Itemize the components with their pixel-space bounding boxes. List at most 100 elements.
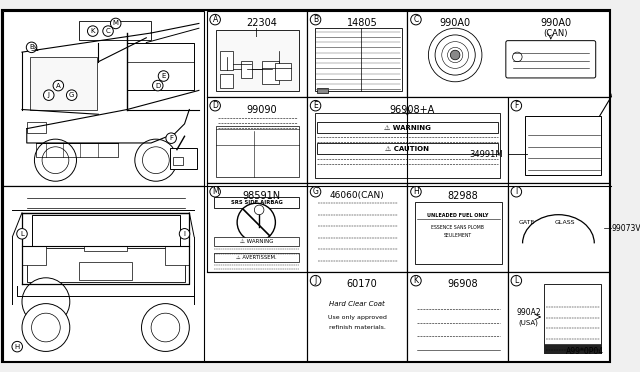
Text: B: B [29,44,34,50]
Bar [317,122,498,134]
Text: 96908: 96908 [447,279,477,289]
Circle shape [310,275,321,286]
Text: A: A [56,83,61,89]
Text: GLASS: GLASS [555,220,575,225]
Circle shape [447,47,463,62]
Circle shape [310,186,321,197]
Circle shape [143,147,169,174]
Text: ⚠ AVERTISSEM.: ⚠ AVERTISSEM. [236,255,277,260]
Text: H: H [15,344,20,350]
Text: B: B [313,15,318,24]
FancyBboxPatch shape [506,41,596,78]
Text: ESSENCE SANS PLOMB: ESSENCE SANS PLOMB [431,225,484,230]
Circle shape [31,313,60,342]
Text: A: A [212,15,218,24]
Bar [508,272,609,361]
Text: (USA): (USA) [519,320,539,326]
Bar [407,11,609,97]
Text: C: C [106,28,111,34]
Text: Hard Clear Coat: Hard Clear Coat [329,301,385,307]
Text: F: F [169,135,173,141]
Bar [307,272,407,361]
Text: K: K [413,276,419,285]
Bar [214,253,300,263]
Text: M: M [113,20,118,26]
Circle shape [111,18,121,29]
Bar [220,51,234,70]
Bar [525,116,602,176]
Circle shape [151,313,180,342]
Circle shape [53,80,63,91]
Text: 46060(CAN): 46060(CAN) [330,191,385,200]
Bar [315,28,402,92]
Circle shape [67,90,77,100]
Circle shape [141,304,189,352]
Text: M: M [212,187,218,196]
Bar [508,97,609,183]
Text: D: D [155,83,161,89]
Bar [27,122,46,134]
Text: E: E [161,73,166,79]
Text: ⚠ WARNING: ⚠ WARNING [240,239,273,244]
Text: UNLEADED FUEL ONLY: UNLEADED FUEL ONLY [427,213,488,218]
Bar [307,183,407,272]
Circle shape [254,205,264,215]
Bar [84,246,127,251]
Text: refinish materials.: refinish materials. [329,325,385,330]
Circle shape [158,71,169,81]
Text: SEULEMENT: SEULEMENT [444,233,472,238]
Bar [275,62,291,80]
Circle shape [210,15,220,25]
Circle shape [152,80,163,91]
Text: 990A0: 990A0 [440,19,470,28]
Bar [241,61,252,78]
Text: E: E [313,101,318,110]
Bar [214,196,300,208]
Bar [27,248,184,282]
Bar [315,113,500,178]
Bar [29,57,97,109]
Text: 60170: 60170 [346,279,378,289]
Text: 99090: 99090 [246,105,277,115]
Bar [407,183,508,272]
Bar [544,344,602,353]
Bar [317,143,498,154]
Bar [216,30,300,92]
Circle shape [179,228,190,239]
Text: |: | [255,28,258,36]
Text: D: D [212,101,218,110]
Circle shape [237,203,275,241]
Text: I: I [184,231,186,237]
Bar [22,246,46,265]
Text: 96908+A: 96908+A [390,105,435,115]
Circle shape [103,26,113,36]
Bar [216,126,300,177]
Text: G: G [69,92,74,98]
Circle shape [135,139,177,181]
Text: J: J [48,92,50,98]
Circle shape [310,100,321,111]
Bar [262,61,279,84]
Circle shape [17,228,28,239]
Bar [214,237,300,246]
Bar [79,20,151,40]
Circle shape [88,26,98,36]
Bar [415,202,502,264]
Circle shape [411,15,421,25]
Circle shape [26,42,37,52]
Text: GATE: GATE [518,220,535,225]
Circle shape [310,15,321,25]
Text: F: F [514,101,518,110]
Circle shape [442,42,468,68]
Circle shape [511,100,522,111]
Bar [407,272,508,361]
Circle shape [42,147,69,174]
Circle shape [411,275,421,286]
Circle shape [22,304,70,352]
Circle shape [411,186,421,197]
Text: 99073V: 99073V [612,224,640,232]
Text: 14805: 14805 [346,19,378,28]
Circle shape [12,341,22,352]
Text: L: L [20,231,24,237]
Bar [173,157,182,165]
